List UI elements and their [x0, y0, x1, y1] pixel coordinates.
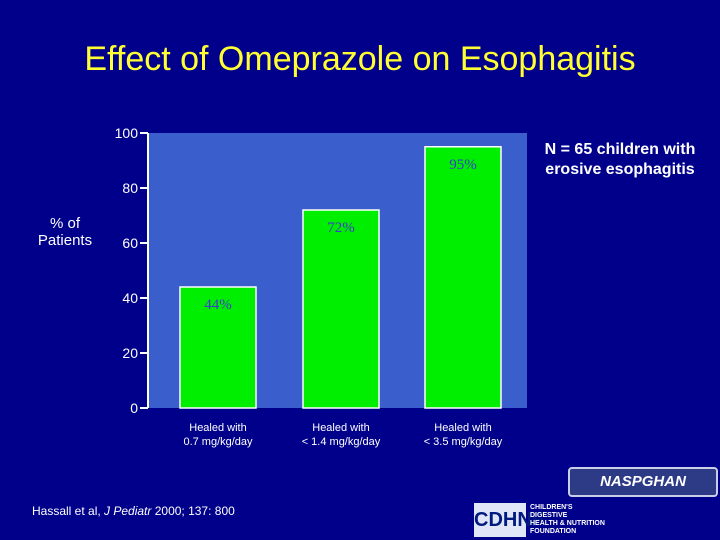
naspghan-logo: NASPGHAN — [568, 467, 718, 497]
y-tick-label: 0 — [130, 400, 138, 416]
cdhnf-logo-text: CHILDREN'S DIGESTIVE HEALTH & NUTRITION … — [530, 504, 606, 536]
x-category-label: 0.7 mg/kg/day — [183, 436, 253, 448]
bar — [302, 209, 380, 409]
cdhnf-logo: CDHNF CHILDREN'S DIGESTIVE HEALTH & NUTR… — [474, 503, 606, 537]
cdhnf-logo-mark: CDHNF — [474, 503, 544, 537]
y-tick-label: 80 — [122, 180, 138, 196]
x-category-label: < 1.4 mg/kg/day — [302, 436, 381, 448]
sample-size-note: N = 65 children with erosive esophagitis — [544, 141, 696, 178]
y-tick-label: 60 — [122, 235, 138, 251]
x-category-label: Healed with — [189, 422, 246, 434]
y-tick-label: 100 — [115, 125, 139, 141]
slide-title: Effect of Omeprazole on Esophagitis — [84, 40, 636, 78]
citation: Hassall et al, J Pediatr 2000; 137: 800 — [32, 504, 235, 518]
x-category-label: Healed with — [312, 422, 369, 434]
x-category-label: < 3.5 mg/kg/day — [424, 436, 503, 448]
citation-details: 2000; 137: 800 — [151, 504, 235, 518]
x-category-label: Healed with — [434, 422, 491, 434]
citation-authors: Hassall et al, — [32, 504, 105, 518]
bar — [179, 286, 257, 409]
citation-journal: J Pediatr — [104, 504, 152, 518]
bar-value-label: 72% — [327, 220, 355, 236]
cdhnf-line: CHILDREN'S DIGESTIVE — [530, 504, 573, 519]
y-axis-label: % of Patients — [37, 215, 93, 249]
y-tick-label: 20 — [122, 345, 138, 361]
bar-value-label: 95% — [449, 157, 477, 173]
bar-value-label: 44% — [204, 297, 232, 313]
y-tick-label: 40 — [122, 290, 138, 306]
cdhnf-line: FOUNDATION — [530, 528, 577, 535]
bar — [424, 146, 502, 409]
cdhnf-line: HEALTH & NUTRITION — [530, 520, 605, 527]
